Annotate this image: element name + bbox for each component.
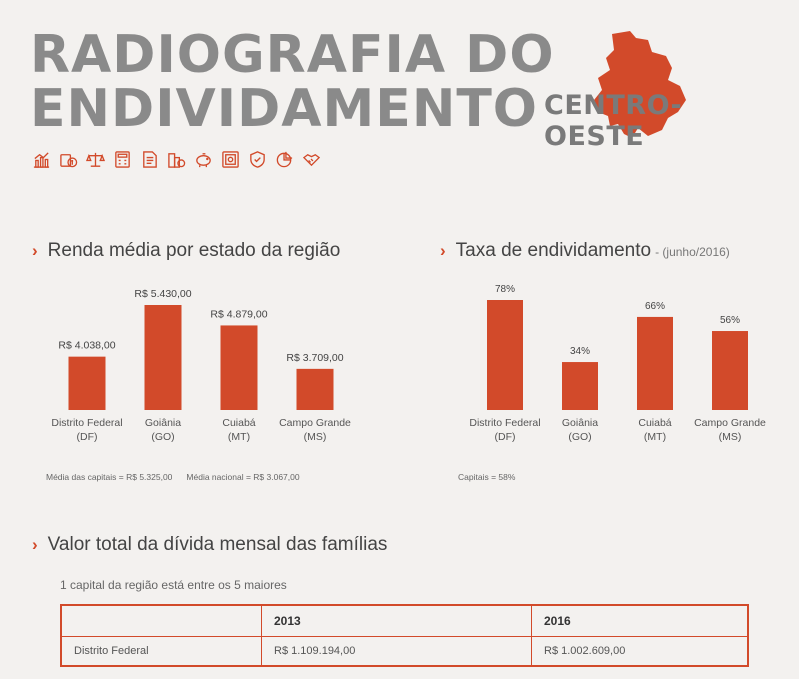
debt-rate-title-text: Taxa de endividamento — [455, 240, 652, 261]
category-label-1-0: Goiânia — [562, 417, 598, 429]
data-label-3: 56% — [720, 315, 740, 326]
icon-row — [32, 150, 321, 169]
debt-notes: Capitais = 58% — [458, 472, 515, 482]
buildings-icon — [168, 153, 186, 168]
category-label-3-0: Campo Grande — [694, 417, 766, 429]
table-row: Distrito Federal R$ 1.109.194,00 R$ 1.00… — [60, 636, 749, 667]
income-title-text: Renda média por estado da região — [47, 240, 341, 261]
debt-rate-subtitle: - (junho/2016) — [655, 245, 730, 259]
category-label-0-0: Distrito Federal — [469, 417, 540, 429]
calculator-icon — [115, 151, 130, 168]
debt-table: 2013 2016 Distrito Federal R$ 1.109.194,… — [60, 604, 749, 667]
money-icon — [60, 154, 78, 168]
chevron-right-icon: › — [440, 241, 446, 260]
bar-3 — [296, 368, 334, 410]
chevron-right-icon: › — [32, 241, 38, 260]
bar-0 — [487, 300, 523, 410]
data-label-0: 78% — [495, 284, 515, 295]
total-debt-section-title: › Valor total da dívida mensal das famíli… — [32, 534, 387, 556]
pie-chart-icon — [276, 151, 293, 168]
bar-0 — [68, 356, 106, 410]
category-label-2-1: (MT) — [228, 431, 250, 443]
data-label-0: R$ 4.038,00 — [58, 340, 115, 352]
debt-capitals-note: Capitais = 58% — [458, 472, 516, 482]
category-label-1-0: Goiânia — [145, 417, 181, 429]
piggy-bank-icon — [196, 153, 211, 168]
category-label-3-1: (MS) — [304, 431, 327, 443]
table-cell-2013: R$ 1.109.194,00 — [261, 636, 532, 667]
scale-icon — [86, 152, 105, 167]
table-cell-state: Distrito Federal — [60, 636, 262, 667]
income-bar-chart: R$ 4.038,00 Distrito Federal (DF) R$ 5.430,… — [51, 288, 351, 443]
page-title: RADIOGRAFIA DO ENDIVIDAMENTO — [30, 28, 555, 136]
category-label-1-1: (GO) — [151, 431, 174, 443]
table-cell-2016: R$ 1.002.609,00 — [531, 636, 749, 667]
data-label-1: R$ 5.430,00 — [134, 288, 191, 300]
document-icon — [143, 151, 157, 168]
data-label-1: 34% — [570, 346, 590, 357]
debt-rate-section-title: › Taxa de endividamento - (junho/2016) — [440, 240, 730, 262]
bar-2 — [637, 316, 673, 410]
table-header-row: 2013 2016 — [60, 604, 749, 637]
category-label-3-0: Campo Grande — [279, 417, 351, 429]
category-label-0-1: (DF) — [495, 431, 516, 443]
category-label-0-0: Distrito Federal — [51, 417, 122, 429]
category-label-2-1: (MT) — [644, 431, 666, 443]
bar-1 — [144, 305, 182, 410]
income-national-note: Média nacional = R$ 3.067,00 — [186, 472, 300, 482]
total-debt-title-text: Valor total da dívida mensal das família… — [47, 534, 388, 555]
category-label-0-1: (DF) — [77, 431, 98, 443]
title-line-1: RADIOGRAFIA DO — [30, 25, 555, 85]
total-debt-subtitle: 1 capital da região está entre os 5 maio… — [60, 578, 287, 592]
income-notes: Média das capitais = R$ 5.325,00 Média na… — [46, 472, 300, 482]
shield-icon — [250, 151, 265, 168]
category-label-3-1: (MS) — [719, 431, 742, 443]
debt-rate-bar-chart: 78% Distrito Federal (DF) 34% Goiânia (GO) 66%… — [469, 284, 766, 443]
title-line-2: ENDIVIDAMENTO — [30, 79, 539, 139]
table-header-empty — [60, 604, 262, 637]
bar-2 — [220, 325, 258, 410]
data-label-3: R$ 3.709,00 — [286, 352, 343, 364]
region-badge: CENTRO-OESTE — [540, 28, 780, 152]
table-header-2013: 2013 — [261, 604, 532, 637]
income-section-title: › Renda média por estado da região — [32, 240, 340, 262]
handshake-icon — [302, 153, 321, 167]
data-label-2: 66% — [645, 301, 665, 312]
bar-3 — [712, 331, 748, 410]
bar-1 — [562, 362, 598, 410]
category-label-2-0: Cuiabá — [222, 417, 255, 429]
category-label-1-1: (GO) — [568, 431, 591, 443]
category-label-2-0: Cuiabá — [638, 417, 671, 429]
chart-icon — [33, 152, 50, 168]
chevron-right-icon: › — [32, 535, 38, 554]
data-label-2: R$ 4.879,00 — [210, 308, 267, 320]
table-header-2016: 2016 — [531, 604, 749, 637]
safe-icon — [222, 151, 239, 168]
region-label: CENTRO-OESTE — [544, 90, 683, 152]
region-map-icon — [594, 31, 686, 138]
income-capitals-note: Média das capitais = R$ 5.325,00 — [46, 472, 173, 482]
